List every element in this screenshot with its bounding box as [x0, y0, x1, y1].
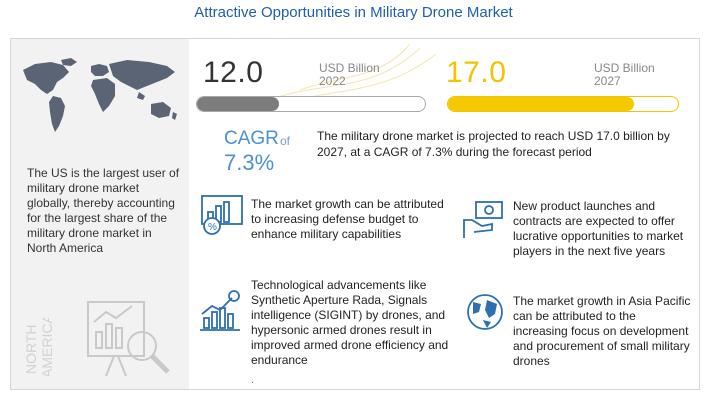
svg-text:%: % [208, 222, 217, 233]
start-value-bar-fill [197, 97, 280, 111]
globe-icon [467, 294, 503, 330]
end-value-bar-fill [448, 97, 635, 111]
end-unit: USD Billion [594, 61, 655, 75]
start-value: 12.0 [203, 56, 264, 89]
end-value: 17.0 [446, 56, 507, 89]
start-year: 2022 [319, 74, 346, 88]
cagr-of: of [280, 134, 291, 148]
analytics-magnifier-icon [87, 301, 170, 377]
cash-hand-icon [463, 201, 503, 238]
cagr-value: 7.3% [224, 150, 275, 175]
card-text-new-launches: New product launches and contracts are e… [513, 199, 684, 258]
start-unit: USD Billion [319, 61, 380, 75]
end-value-bar [447, 96, 679, 112]
card-text-defense-budget: The market growth can be attributed to i… [251, 197, 444, 241]
world-map-icon [23, 58, 177, 132]
region-label-line2: AMERICA [39, 318, 55, 376]
card-text-asia-pacific: The market growth in Asia Pacific can be… [513, 294, 691, 368]
budget-chart-icon: % [201, 195, 243, 235]
page-title: Attractive Opportunities in Military Dro… [194, 4, 513, 21]
start-value-bar [196, 96, 426, 112]
region-label: NORTH AMERICA [23, 318, 55, 376]
projection-text: The military drone market is projected t… [317, 129, 670, 159]
card-text-tech-advancements: Technological advancements like Syntheti… [251, 278, 449, 367]
end-year: 2027 [594, 74, 621, 88]
region-summary: The US is the largest user of military d… [27, 166, 180, 255]
cagr-label: CAGR [224, 128, 279, 149]
trailing-mark: . [251, 375, 254, 386]
growth-dollar-icon [200, 290, 240, 331]
region-label-line1: NORTH [23, 324, 39, 374]
